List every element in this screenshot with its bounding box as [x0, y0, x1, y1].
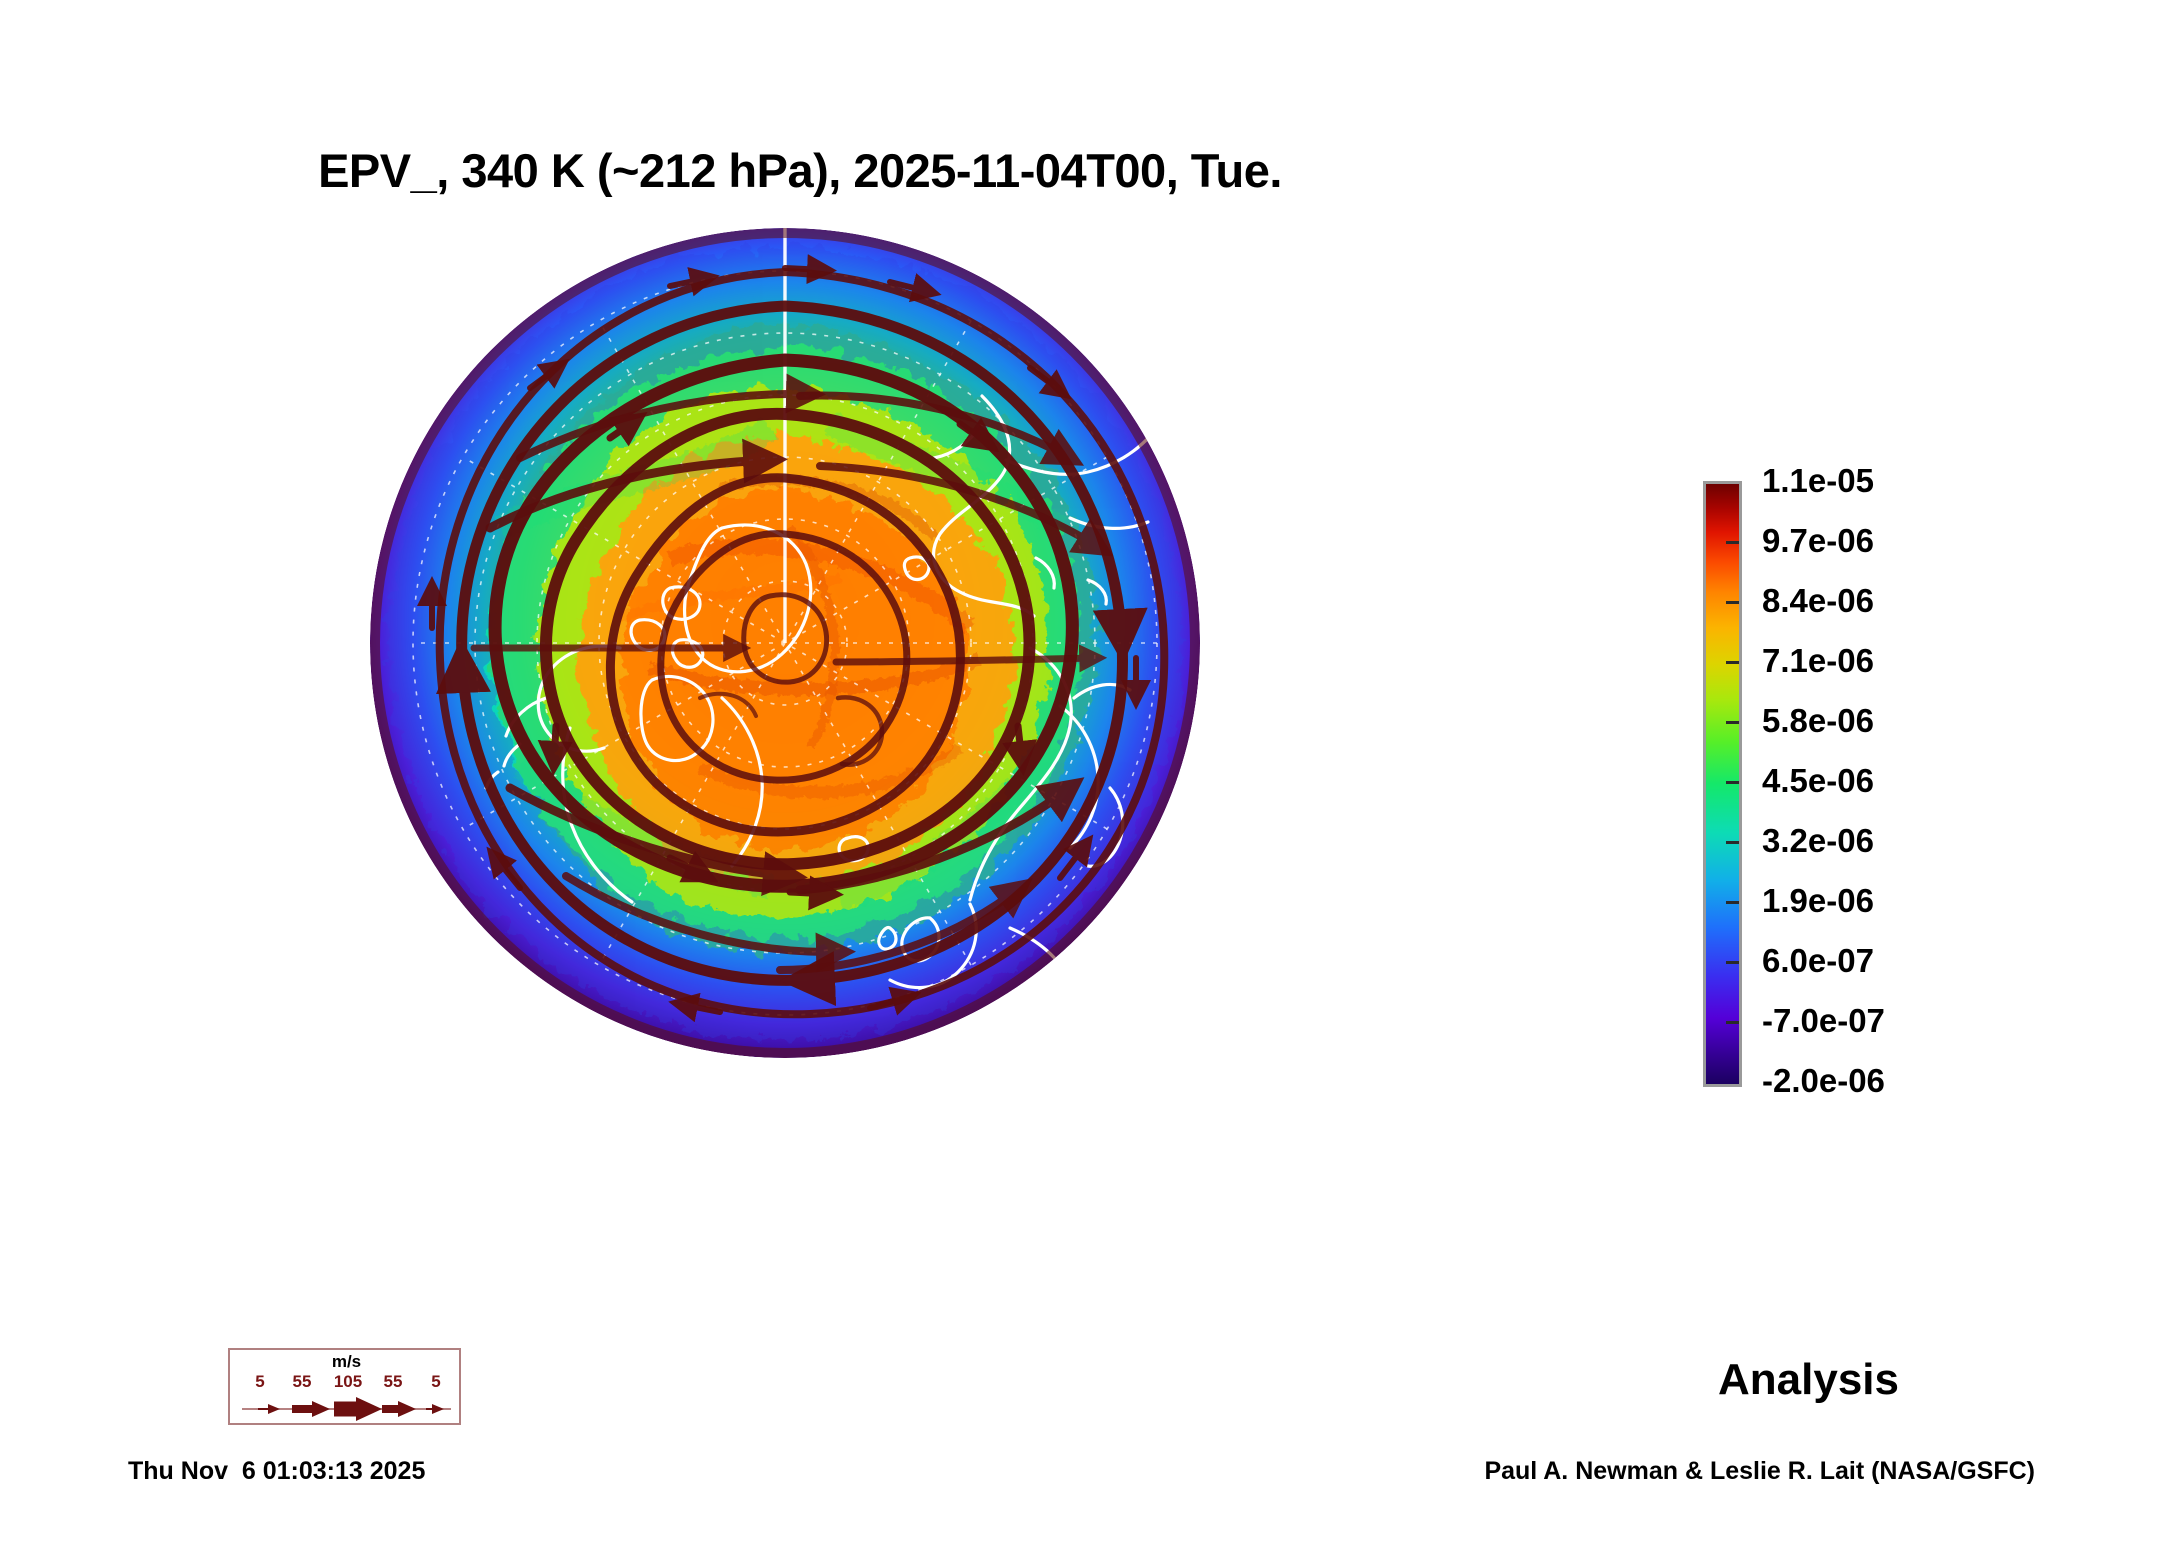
wind-legend-unit: m/s [331, 1352, 362, 1371]
colorbar-label: -2.0e-06 [1762, 1062, 1885, 1099]
colorbar: 1.1e-05 9.7e-06 8.4e-06 7.1e-06 5.8e-06 … [1700, 464, 2060, 1099]
map-render [370, 228, 1200, 1058]
map-disc [370, 228, 1200, 1058]
colorbar-tick [1726, 781, 1739, 784]
colorbar-tick [1726, 661, 1739, 664]
colorbar-label: 8.4e-06 [1762, 582, 1874, 619]
colorbar-label: -7.0e-07 [1762, 1002, 1885, 1039]
wind-legend-tick: 55 [383, 1372, 403, 1391]
wind-speed-legend: m/s 5 55 105 55 5 [228, 1348, 461, 1425]
analysis-label: Analysis [1718, 1355, 1899, 1404]
wind-legend-arrows [242, 1397, 451, 1421]
colorbar-tick [1726, 1021, 1739, 1024]
colorbar-label: 6.0e-07 [1762, 942, 1874, 979]
map-field [370, 228, 1200, 1058]
polar-map [370, 228, 1200, 1058]
wind-legend-tick: 5 [431, 1372, 441, 1391]
colorbar-label: 5.8e-06 [1762, 702, 1874, 739]
colorbar-label: 1.1e-05 [1762, 462, 1874, 499]
page-title: EPV_, 340 K (~212 hPa), 2025-11-04T00, T… [318, 144, 1282, 197]
wind-legend-tick: 105 [333, 1372, 363, 1391]
wind-legend-tick: 5 [255, 1372, 265, 1391]
colorbar-label: 7.1e-06 [1762, 642, 1874, 679]
author-credit: Paul A. Newman & Leslie R. Lait (NASA/GS… [1484, 1457, 2035, 1485]
colorbar-tick [1726, 721, 1739, 724]
colorbar-tick [1726, 541, 1739, 544]
colorbar-label: 1.9e-06 [1762, 882, 1874, 919]
wind-streamlines [417, 254, 1169, 1023]
colorbar-label: 3.2e-06 [1762, 822, 1874, 859]
colorbar-gradient [1703, 481, 1742, 1087]
colorbar-label: 4.5e-06 [1762, 762, 1874, 799]
render-timestamp: Thu Nov 6 01:03:13 2025 [128, 1457, 426, 1485]
colorbar-label: 9.7e-06 [1762, 522, 1874, 559]
colorbar-tick [1726, 841, 1739, 844]
wind-legend-tick: 55 [292, 1372, 312, 1391]
colorbar-tick [1726, 901, 1739, 904]
colorbar-tick [1726, 961, 1739, 964]
colorbar-tick [1726, 601, 1739, 604]
